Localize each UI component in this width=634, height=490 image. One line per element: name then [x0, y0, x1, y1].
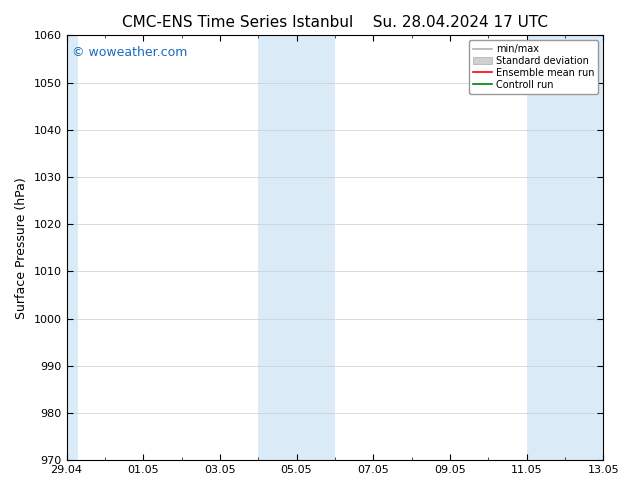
Y-axis label: Surface Pressure (hPa): Surface Pressure (hPa): [15, 177, 28, 318]
Text: © woweather.com: © woweather.com: [72, 46, 187, 59]
Bar: [526, 35, 603, 460]
Title: CMC-ENS Time Series Istanbul    Su. 28.04.2024 17 UTC: CMC-ENS Time Series Istanbul Su. 28.04.2…: [122, 15, 548, 30]
Bar: [258, 35, 335, 460]
Bar: [67, 35, 78, 460]
Legend: min/max, Standard deviation, Ensemble mean run, Controll run: min/max, Standard deviation, Ensemble me…: [469, 40, 598, 94]
